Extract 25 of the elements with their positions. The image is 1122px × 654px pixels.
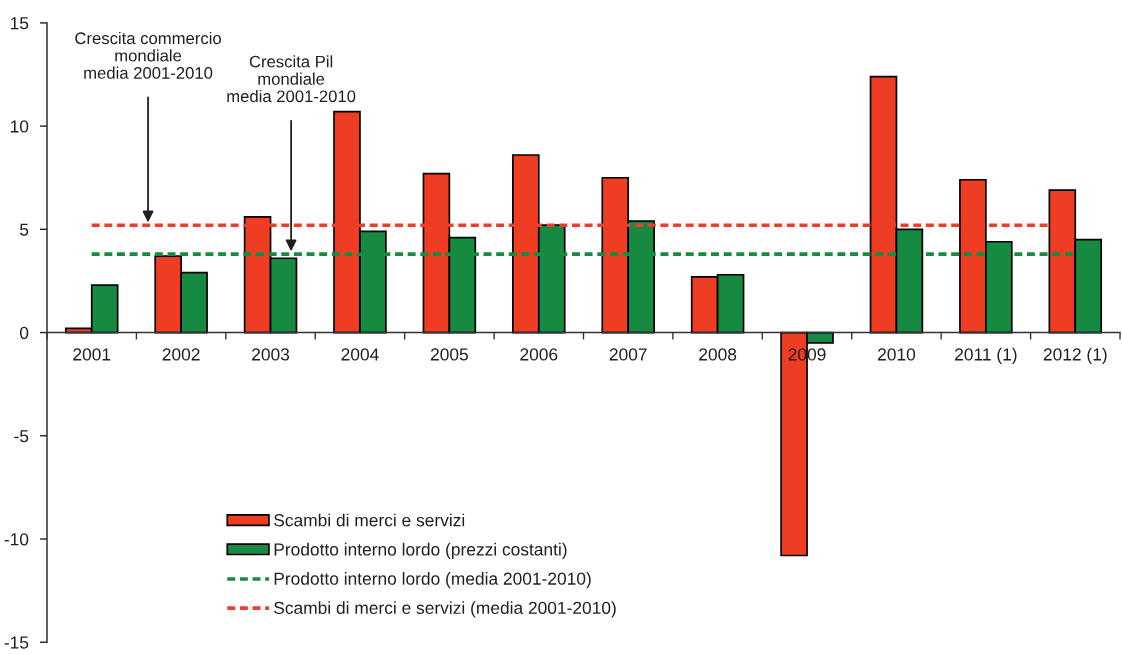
- y-tick-label: 0: [19, 326, 29, 340]
- x-tick-label: 2002: [162, 348, 200, 361]
- x-tick-label: 2010: [878, 348, 916, 361]
- legend-label: Scambi di merci e servizi: [274, 513, 465, 527]
- y-tick-label: 10: [10, 120, 29, 133]
- x-tick-label: 2011 (1): [955, 347, 1017, 365]
- x-tick-label: 2006: [520, 348, 558, 361]
- annotation: Crescita commercio mondiale media 2001-2010: [75, 31, 221, 79]
- x-tick-label: 2005: [430, 348, 468, 361]
- legend-label: Scambi di merci e servizi (media 2001-2010): [274, 601, 616, 618]
- y-tick-label: -5: [14, 430, 29, 443]
- x-tick-label: 2012 (1): [1043, 347, 1107, 365]
- legend-label: Prodotto interno lordo (prezzi costanti): [274, 542, 567, 560]
- y-tick-label: 15: [10, 17, 29, 30]
- x-tick-label: 2003: [252, 348, 290, 361]
- y-tick-label: 5: [19, 223, 29, 236]
- x-tick-label: 2008: [699, 348, 737, 361]
- x-tick-label: 2001: [73, 348, 111, 361]
- x-tick-label: 2007: [609, 348, 647, 361]
- legend-label: Prodotto interno lordo (media 2001-2010): [274, 572, 591, 589]
- y-tick-label: -10: [4, 533, 29, 546]
- y-tick-label: -15: [4, 636, 29, 649]
- annotation: Crescita Pil mondiale media 2001-2010: [227, 55, 356, 103]
- x-tick-label: 2004: [341, 348, 379, 361]
- x-tick-label: 2009: [788, 348, 826, 361]
